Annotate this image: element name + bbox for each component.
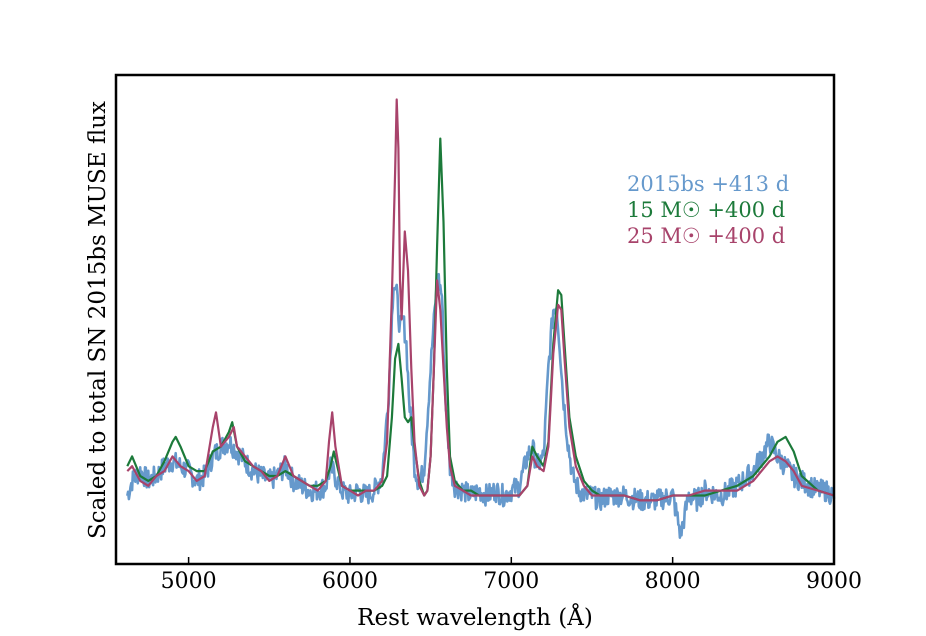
x-tick-label-3: 8000 <box>645 569 701 594</box>
legend-entry-2015bs: 2015bs +413 d <box>627 172 789 196</box>
plot-frame <box>114 73 836 566</box>
x-tick-label-4: 9000 <box>806 569 862 594</box>
x-tick-label-1: 6000 <box>322 569 378 594</box>
series-layer <box>126 98 836 539</box>
series-line-2 <box>126 98 835 502</box>
y-axis-label: Scaled to total SN 2015bs MUSE flux <box>85 101 111 539</box>
legend-entry-15msun: 15 M☉ +400 d <box>627 198 785 222</box>
legend: 2015bs +413 d 15 M☉ +400 d 25 M☉ +400 d <box>627 172 789 248</box>
x-tick-label-2: 7000 <box>483 569 539 594</box>
series-line-0 <box>126 272 836 539</box>
x-axis-label: Rest wavelength (Å) <box>357 603 593 631</box>
legend-entry-25msun: 25 M☉ +400 d <box>627 224 785 248</box>
x-tick-label-0: 5000 <box>161 569 217 594</box>
x-axis-ticks: 5000 6000 7000 8000 9000 <box>161 557 862 594</box>
